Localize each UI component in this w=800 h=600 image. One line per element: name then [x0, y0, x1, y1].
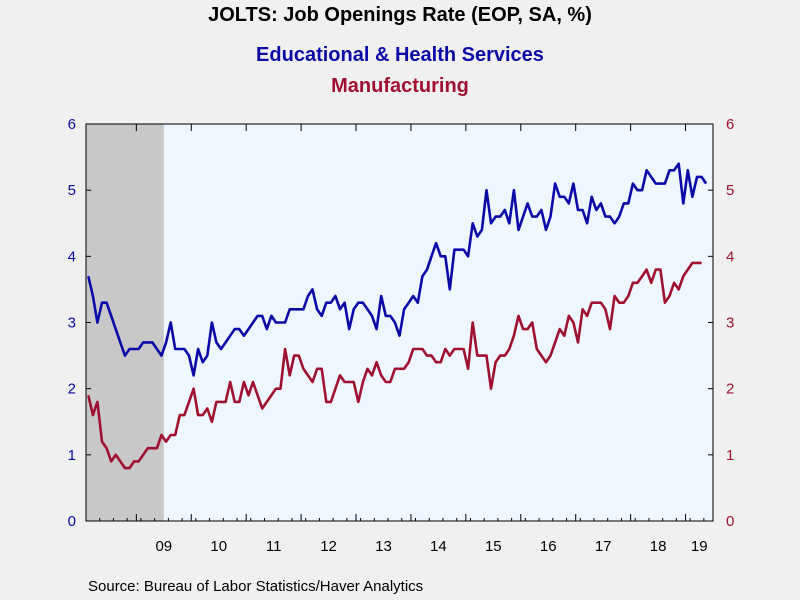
- y-tick-label-left: 3: [68, 315, 76, 332]
- y-tick-label-right: 6: [726, 116, 734, 133]
- y-tick-label-left: 1: [68, 447, 76, 464]
- x-tick-label: 16: [540, 538, 557, 555]
- y-tick-label-right: 1: [726, 447, 734, 464]
- x-tick-label: 10: [210, 538, 227, 555]
- source-note: Source: Bureau of Labor Statistics/Haver…: [88, 578, 424, 595]
- x-tick-label: 09: [155, 538, 172, 555]
- series-line-edu: [87, 162, 708, 377]
- y-tick-label-left: 2: [68, 381, 76, 398]
- x-tick-label: 17: [595, 538, 612, 555]
- y-tick-label-left: 5: [68, 182, 76, 199]
- y-tick-label-left: 4: [68, 248, 76, 265]
- y-tick-label-right: 0: [726, 513, 734, 530]
- series-line-mfg: [87, 261, 702, 470]
- x-tick-label: 19: [691, 538, 708, 555]
- x-tick-label: 18: [650, 538, 667, 555]
- series-title-mfg: Manufacturing: [331, 75, 469, 97]
- x-tick-label: 11: [266, 538, 282, 555]
- plot-area: [86, 124, 713, 521]
- y-tick-label-left: 6: [68, 116, 76, 133]
- y-tick-label-right: 3: [726, 315, 734, 332]
- x-tick-label: 12: [320, 538, 337, 555]
- x-tick-label: 15: [485, 538, 502, 555]
- x-tick-label: 14: [430, 538, 447, 555]
- recession-shade: [86, 124, 164, 521]
- y-tick-label-right: 4: [726, 248, 734, 265]
- chart-title: JOLTS: Job Openings Rate (EOP, SA, %): [208, 4, 592, 26]
- x-tick-label: 13: [375, 538, 392, 555]
- y-tick-label-right: 2: [726, 381, 734, 398]
- y-tick-label-right: 5: [726, 182, 734, 199]
- y-tick-label-left: 0: [68, 513, 76, 530]
- series-title-edu: Educational & Health Services: [256, 44, 544, 66]
